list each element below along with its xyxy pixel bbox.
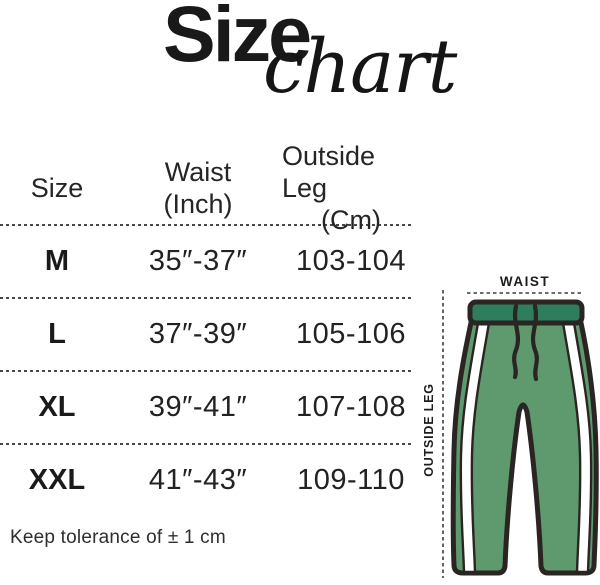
side-stripe-left [459,321,491,574]
outside-leg-value: 105-106 [296,318,406,350]
page-title-script: chart [263,24,457,110]
table-row-l: L 37″-39″ 105-106 [0,299,436,370]
waist-value: 35″-37″ [148,245,248,277]
waist-label: WAIST [500,274,550,289]
outside-leg-label: OUTSIDE LEG [422,383,436,477]
row-divider [0,370,413,372]
column-header-label: Size [30,173,84,203]
outside-leg-value: 103-104 [296,245,406,277]
column-header-unit: (Inch) [163,189,233,219]
column-header-label: Waist [164,157,232,187]
outside-leg-value: 109-110 [297,464,405,496]
table-row-m: M 35″-37″ 103-104 [0,226,436,297]
table-header-row: Size Waist (Inch) Outside Leg (Cm) [0,140,436,235]
size-label: M [44,245,70,277]
column-header-unit: (Cm) [321,205,381,235]
outside-leg-value: 107-108 [296,391,406,423]
waist-value: 39″-41″ [148,391,248,423]
pants-body [450,315,599,576]
column-header-waist: Waist (Inch) [114,156,282,220]
table-row-xxl: XXL 41″-43″ 109-110 [0,445,436,516]
pants-illustration: WAIST OUTSIDE LEG [422,274,599,578]
waistband [467,299,585,326]
row-divider [0,297,413,299]
table-row-xl: XL 39″-41″ 107-108 [0,372,436,443]
size-label: L [48,318,66,350]
column-header-outside-leg: Outside Leg (Cm) [282,140,436,236]
size-table: Size Waist (Inch) Outside Leg (Cm) M 35″… [0,140,436,516]
waist-value: 37″-39″ [148,318,248,350]
row-divider [0,443,413,445]
row-divider [0,224,413,226]
column-header-label: Outside Leg [282,141,376,203]
tolerance-note: Keep tolerance of ± 1 cm [10,527,226,548]
size-label: XL [38,391,76,423]
drawstring-left [512,303,521,380]
page-title: Size [163,0,312,78]
size-label: XXL [28,464,86,496]
waist-value: 41″-43″ [148,464,248,496]
column-header-size: Size [0,172,114,204]
side-stripe-right [561,321,593,574]
drawstring-right [530,303,539,382]
